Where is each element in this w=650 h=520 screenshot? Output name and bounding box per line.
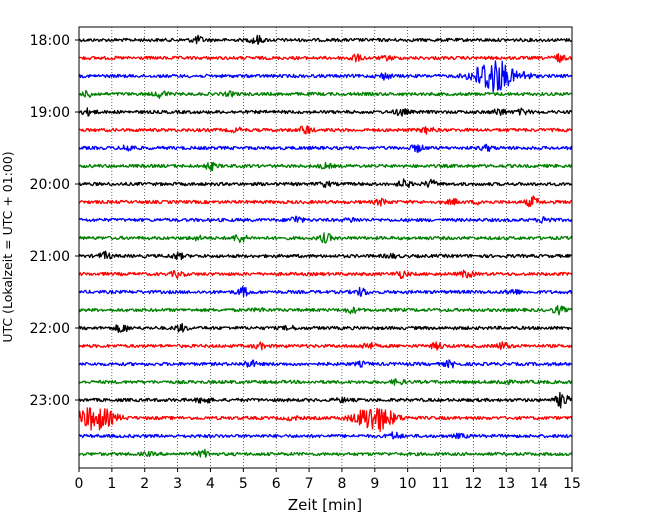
x-tick-label: 14	[530, 476, 548, 492]
y-tick-label: 18:00	[30, 33, 70, 49]
trace-line-row-9	[78, 195, 573, 208]
x-tick-label: 8	[337, 476, 346, 492]
trace-line-row-18	[78, 359, 573, 369]
trace-line-row-2	[78, 60, 573, 93]
trace-line-row-8	[78, 178, 573, 189]
x-tick-label: 0	[75, 476, 84, 492]
trace-line-row-19	[78, 378, 573, 386]
x-tick-label: 4	[206, 476, 215, 492]
trace-line-row-20	[79, 391, 573, 409]
trace-line-row-3	[78, 89, 573, 100]
x-tick-label: 12	[464, 476, 482, 492]
x-tick-label: 2	[140, 476, 149, 492]
trace-line-row-0	[78, 34, 572, 46]
trace-line-row-11	[78, 232, 573, 244]
trace-line-row-21	[78, 407, 573, 432]
trace-line-row-10	[78, 215, 573, 224]
trace-line-row-22	[78, 431, 573, 440]
trace-line-row-12	[78, 250, 573, 261]
y-tick-label: 23:00	[30, 393, 70, 409]
y-tick-label: 19:00	[30, 105, 70, 121]
x-tick-label: 13	[497, 476, 515, 492]
trace-line-row-1	[78, 53, 573, 64]
x-tick-label: 11	[432, 476, 450, 492]
x-tick-label: 6	[272, 476, 281, 492]
trace-line-row-23	[78, 448, 573, 458]
x-axis-label: Zeit [min]	[288, 496, 362, 514]
trace-line-row-7	[78, 161, 573, 172]
x-tick-label: 1	[107, 476, 116, 492]
trace-line-row-17	[78, 341, 573, 351]
x-axis: 0 1 2 3 4 5 6 7 8 9 10 11 12 13 14 15	[75, 468, 581, 492]
trace-line-row-15	[78, 305, 573, 316]
trace-lines	[78, 34, 573, 458]
y-axis-label: UTC (Lokalzeit = UTC + 01:00)	[0, 151, 15, 342]
x-tick-label: 9	[370, 476, 379, 492]
x-tick-label: 15	[563, 476, 581, 492]
plot-frame	[78, 26, 573, 469]
y-tick-label: 22:00	[30, 321, 70, 337]
trace-line-row-13	[78, 269, 573, 280]
trace-line-row-16	[78, 322, 573, 334]
trace-line-row-6	[78, 143, 573, 153]
x-tick-label: 3	[173, 476, 182, 492]
x-tick-label: 5	[239, 476, 248, 492]
y-tick-label: 20:00	[30, 177, 70, 193]
x-tick-label: 10	[399, 476, 417, 492]
y-tick-label: 21:00	[30, 249, 70, 265]
trace-line-row-4	[78, 107, 573, 117]
x-tick-label: 7	[305, 476, 314, 492]
trace-line-row-14	[78, 285, 573, 298]
trace-line-row-5	[78, 125, 573, 135]
y-axis: 18:00 19:00 20:00 21:00 22:00 23:00	[30, 33, 79, 409]
